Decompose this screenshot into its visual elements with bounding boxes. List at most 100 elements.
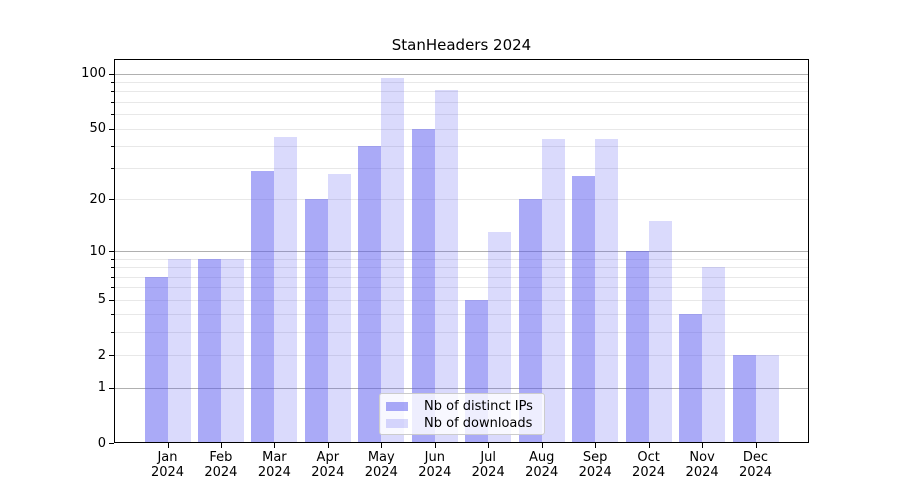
- bar-downloads-dec: [755, 355, 779, 443]
- bar-downloads-feb: [220, 258, 244, 443]
- gridline-minor-80: [114, 91, 809, 93]
- x-tick-label-aug: Aug 2024: [510, 450, 574, 480]
- y-tick-label-5: 5: [97, 292, 106, 308]
- y-tick-label-100: 100: [81, 66, 106, 82]
- x-tick-label-nov: Nov 2024: [670, 450, 734, 480]
- bar-downloads-nov: [702, 267, 726, 443]
- bar-downloads-aug: [541, 138, 565, 443]
- x-tick-year-jun: 2024: [418, 465, 452, 480]
- gridline-major-10: [114, 251, 809, 253]
- x-tick-month-aug: Aug: [528, 450, 555, 465]
- bar-distinct-ips-sep: [572, 176, 596, 443]
- chart-title: StanHeaders 2024: [391, 36, 532, 54]
- x-tick-year-oct: 2024: [632, 465, 666, 480]
- y-minor-tick-3: [111, 332, 114, 334]
- gridline-minor-90: [114, 82, 809, 84]
- y-tick-50: [109, 128, 114, 130]
- bar-distinct-ips-dec: [732, 355, 756, 443]
- y-minor-tick-60: [111, 114, 114, 116]
- y-tick-label-20: 20: [89, 191, 106, 207]
- x-tick-label-sep: Sep 2024: [563, 450, 627, 480]
- legend: Nb of distinct IPs Nb of downloads: [379, 393, 545, 435]
- x-tick-jul: [488, 443, 490, 448]
- y-minor-tick-90: [111, 82, 114, 84]
- bar-downloads-oct: [648, 221, 672, 443]
- y-tick-20: [109, 199, 114, 201]
- bar-distinct-ips-aug: [518, 199, 542, 443]
- x-tick-month-may: May: [367, 450, 395, 465]
- x-tick-month-jul: Jul: [480, 450, 497, 465]
- gridline-minor-9: [114, 258, 809, 260]
- legend-label-distinct-ips: Nb of distinct IPs: [424, 399, 533, 414]
- y-tick-100: [109, 73, 114, 75]
- bar-downloads-may: [381, 77, 405, 443]
- y-tick-label-10: 10: [89, 243, 106, 259]
- bar-downloads-apr: [327, 173, 351, 443]
- bar-downloads-mar: [274, 136, 298, 443]
- y-tick-label-2: 2: [97, 347, 106, 363]
- x-tick-label-dec: Dec 2024: [724, 450, 788, 480]
- gridline-minor-30: [114, 168, 809, 170]
- x-tick-label-mar: Mar 2024: [242, 450, 306, 480]
- y-minor-tick-4: [111, 314, 114, 316]
- gridline-minor-2: [114, 355, 809, 357]
- bar-distinct-ips-jun: [411, 128, 435, 443]
- bar-distinct-ips-may: [358, 145, 382, 443]
- y-tick-1: [109, 387, 114, 389]
- x-tick-label-apr: Apr 2024: [296, 450, 360, 480]
- y-tick-label-1: 1: [97, 380, 106, 395]
- y-tick-label-50: 50: [89, 121, 106, 136]
- x-tick-label-jun: Jun 2024: [403, 450, 467, 480]
- x-tick-month-jun: Jun: [424, 450, 445, 465]
- x-tick-month-jan: Jan: [157, 450, 178, 465]
- legend-swatch-distinct-ips: [386, 402, 408, 411]
- y-tick-2: [109, 355, 114, 357]
- y-minor-tick-40: [111, 145, 114, 147]
- bar-downloads-jun: [434, 89, 458, 443]
- x-tick-year-sep: 2024: [578, 465, 612, 480]
- x-tick-sep: [595, 443, 597, 448]
- x-tick-year-nov: 2024: [685, 465, 719, 480]
- x-tick-year-may: 2024: [364, 465, 398, 480]
- gridline-major-100: [114, 73, 809, 75]
- x-tick-year-mar: 2024: [257, 465, 291, 480]
- x-tick-year-apr: 2024: [311, 465, 345, 480]
- gridline-minor-3: [114, 332, 809, 334]
- x-tick-label-oct: Oct 2024: [617, 450, 681, 480]
- bar-distinct-ips-nov: [679, 314, 703, 443]
- x-tick-aug: [541, 443, 543, 448]
- y-minor-tick-80: [111, 91, 114, 93]
- x-tick-jun: [434, 443, 436, 448]
- legend-item-distinct-ips: Nb of distinct IPs: [386, 398, 544, 415]
- x-tick-month-sep: Sep: [582, 450, 608, 465]
- x-tick-month-apr: Apr: [316, 450, 340, 465]
- y-minor-tick-9: [111, 258, 114, 260]
- bar-distinct-ips-jan: [144, 276, 168, 443]
- x-tick-month-dec: Dec: [742, 450, 769, 465]
- bar-distinct-ips-oct: [625, 251, 649, 443]
- x-tick-label-may: May 2024: [349, 450, 413, 480]
- x-tick-jan: [167, 443, 169, 448]
- gridline-minor-7: [114, 276, 809, 278]
- legend-swatch-downloads: [386, 419, 408, 428]
- y-minor-tick-8: [111, 267, 114, 269]
- legend-item-downloads: Nb of downloads: [386, 415, 544, 432]
- y-tick-label-0: 0: [97, 435, 106, 451]
- x-tick-oct: [648, 443, 650, 448]
- x-tick-feb: [220, 443, 222, 448]
- y-tick-0: [109, 443, 114, 444]
- x-tick-year-feb: 2024: [204, 465, 238, 480]
- gridline-minor-6: [114, 287, 809, 289]
- x-tick-label-jan: Jan 2024: [136, 450, 200, 480]
- x-tick-month-feb: Feb: [209, 450, 233, 465]
- bar-distinct-ips-apr: [304, 199, 328, 443]
- bar-distinct-ips-mar: [251, 170, 275, 443]
- x-tick-month-nov: Nov: [689, 450, 715, 465]
- x-tick-year-jan: 2024: [150, 465, 185, 480]
- x-tick-apr: [327, 443, 329, 448]
- gridline-minor-50: [114, 128, 809, 130]
- x-tick-may: [381, 443, 383, 448]
- x-tick-year-aug: 2024: [525, 465, 559, 480]
- y-minor-tick-30: [111, 168, 114, 170]
- gridline-minor-70: [114, 102, 809, 103]
